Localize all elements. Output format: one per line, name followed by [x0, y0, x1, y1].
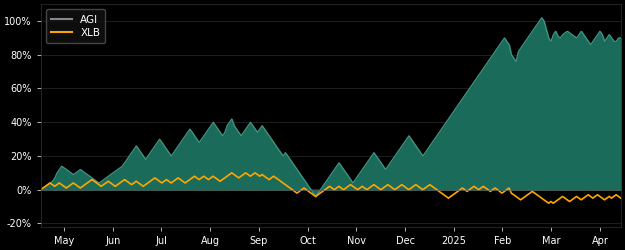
- Legend: AGI, XLB: AGI, XLB: [46, 10, 106, 43]
